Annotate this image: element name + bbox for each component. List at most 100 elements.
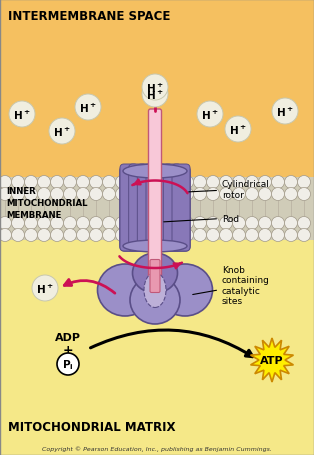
- Circle shape: [32, 275, 58, 301]
- Circle shape: [77, 176, 89, 189]
- Ellipse shape: [158, 264, 213, 316]
- Bar: [0, 177, 314, 241]
- Circle shape: [49, 119, 75, 145]
- FancyBboxPatch shape: [129, 165, 147, 252]
- FancyBboxPatch shape: [137, 165, 155, 252]
- Text: $\mathbf{H^+}$: $\mathbf{H^+}$: [201, 108, 219, 121]
- Text: MITOCHONDRIAL MATRIX: MITOCHONDRIAL MATRIX: [8, 420, 176, 434]
- Circle shape: [246, 229, 258, 242]
- Text: $\mathbf{H^+}$: $\mathbf{H^+}$: [79, 101, 97, 114]
- Circle shape: [154, 229, 167, 242]
- Bar: [0, 241, 314, 455]
- Circle shape: [225, 117, 251, 143]
- Circle shape: [232, 217, 246, 230]
- Circle shape: [89, 176, 102, 189]
- Circle shape: [181, 229, 193, 242]
- Circle shape: [297, 217, 311, 230]
- FancyBboxPatch shape: [155, 165, 173, 252]
- Text: ATP: ATP: [260, 355, 284, 365]
- Circle shape: [167, 217, 181, 230]
- Circle shape: [37, 188, 51, 201]
- Circle shape: [116, 176, 128, 189]
- Text: +: +: [63, 343, 73, 356]
- Circle shape: [246, 188, 258, 201]
- Circle shape: [258, 217, 272, 230]
- Ellipse shape: [123, 241, 187, 253]
- Circle shape: [297, 176, 311, 189]
- Circle shape: [128, 188, 142, 201]
- Text: $\mathbf{H^+}$: $\mathbf{H^+}$: [146, 88, 164, 101]
- Circle shape: [102, 176, 116, 189]
- Circle shape: [75, 95, 101, 121]
- Circle shape: [102, 188, 116, 201]
- Circle shape: [51, 188, 63, 201]
- Circle shape: [37, 229, 51, 242]
- FancyBboxPatch shape: [120, 167, 190, 252]
- Circle shape: [116, 188, 128, 201]
- Circle shape: [207, 217, 219, 230]
- Circle shape: [12, 229, 24, 242]
- Bar: [0, 0, 314, 177]
- Circle shape: [258, 188, 272, 201]
- Text: $\mathbf{P_i}$: $\mathbf{P_i}$: [62, 357, 74, 371]
- Circle shape: [24, 217, 37, 230]
- Text: INNER
MITOCHONDRIAL
MEMBRANE: INNER MITOCHONDRIAL MEMBRANE: [6, 187, 88, 219]
- Circle shape: [193, 188, 207, 201]
- Circle shape: [63, 188, 77, 201]
- Circle shape: [219, 217, 232, 230]
- Circle shape: [232, 229, 246, 242]
- Circle shape: [51, 176, 63, 189]
- Circle shape: [12, 217, 24, 230]
- Circle shape: [89, 229, 102, 242]
- Circle shape: [232, 176, 246, 189]
- Circle shape: [167, 176, 181, 189]
- Circle shape: [63, 176, 77, 189]
- Ellipse shape: [123, 165, 187, 179]
- Circle shape: [0, 176, 12, 189]
- Circle shape: [258, 229, 272, 242]
- Polygon shape: [251, 338, 294, 382]
- Circle shape: [142, 75, 168, 101]
- Circle shape: [272, 99, 298, 125]
- Circle shape: [63, 217, 77, 230]
- Circle shape: [142, 188, 154, 201]
- Text: $\mathbf{H^+}$: $\mathbf{H^+}$: [276, 105, 294, 118]
- Circle shape: [116, 217, 128, 230]
- Circle shape: [297, 229, 311, 242]
- Circle shape: [193, 176, 207, 189]
- Circle shape: [9, 102, 35, 128]
- Circle shape: [207, 188, 219, 201]
- Circle shape: [219, 229, 232, 242]
- Circle shape: [272, 229, 284, 242]
- Ellipse shape: [133, 253, 177, 293]
- Circle shape: [57, 353, 79, 375]
- Circle shape: [24, 229, 37, 242]
- FancyBboxPatch shape: [172, 165, 190, 252]
- Circle shape: [154, 176, 167, 189]
- Circle shape: [272, 217, 284, 230]
- Circle shape: [197, 102, 223, 128]
- FancyBboxPatch shape: [149, 110, 161, 298]
- Circle shape: [272, 188, 284, 201]
- Text: Knob
containing
catalytic
sites: Knob containing catalytic sites: [193, 265, 270, 305]
- FancyBboxPatch shape: [163, 165, 181, 252]
- Circle shape: [284, 176, 297, 189]
- Circle shape: [219, 188, 232, 201]
- Text: Copyright © Pearson Education, Inc., publishing as Benjamin Cummings.: Copyright © Pearson Education, Inc., pub…: [42, 445, 272, 451]
- Circle shape: [258, 176, 272, 189]
- Circle shape: [142, 82, 168, 108]
- Circle shape: [0, 229, 12, 242]
- Circle shape: [207, 176, 219, 189]
- Circle shape: [181, 217, 193, 230]
- Circle shape: [154, 217, 167, 230]
- Circle shape: [232, 188, 246, 201]
- FancyBboxPatch shape: [146, 165, 164, 252]
- Circle shape: [12, 176, 24, 189]
- Circle shape: [284, 188, 297, 201]
- Text: INTERMEMBRANE SPACE: INTERMEMBRANE SPACE: [8, 10, 171, 23]
- Circle shape: [77, 229, 89, 242]
- Circle shape: [167, 229, 181, 242]
- Circle shape: [51, 217, 63, 230]
- Circle shape: [246, 217, 258, 230]
- Circle shape: [297, 188, 311, 201]
